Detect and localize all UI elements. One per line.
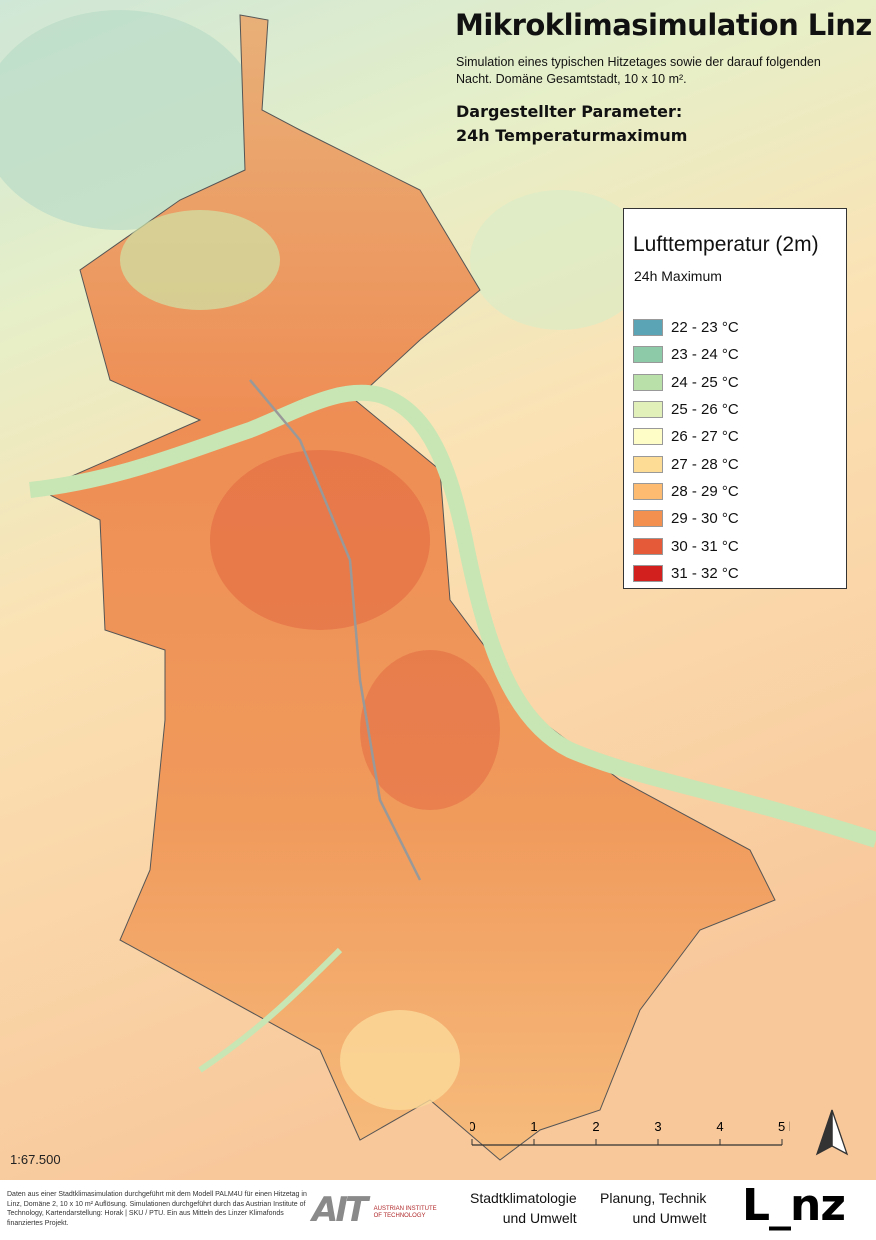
legend-item: 27 - 28 °C <box>633 450 739 477</box>
department-stadtklimatologie: Stadtklimatologie und Umwelt <box>470 1188 577 1228</box>
legend-swatch <box>633 373 663 391</box>
legend-label: 29 - 30 °C <box>671 510 739 528</box>
legend-swatch <box>633 510 663 528</box>
credits-text: Daten aus einer Stadtklimasimulation dur… <box>7 1191 307 1227</box>
legend-label: 23 - 24 °C <box>671 346 739 364</box>
scale-tick-label: 5 km <box>778 1119 790 1134</box>
green-south <box>340 1010 460 1110</box>
forest-area <box>470 190 650 330</box>
legend-label: 22 - 23 °C <box>671 319 739 337</box>
traun-river <box>198 947 343 1073</box>
industrial-area <box>360 650 500 810</box>
scale-tick-label: 4 <box>716 1119 723 1134</box>
legend-swatch <box>633 537 663 555</box>
legend-label: 31 - 32 °C <box>671 564 739 582</box>
legend-label: 26 - 27 °C <box>671 428 739 446</box>
legend-item: 22 - 23 °C <box>633 314 739 341</box>
legend-label: 24 - 25 °C <box>671 373 739 391</box>
legend-swatch <box>633 564 663 582</box>
legend-item: 28 - 29 °C <box>633 478 739 505</box>
ait-name-line2: OF TECHNOLOGY <box>373 1213 426 1219</box>
green-north <box>120 210 280 310</box>
scale-tick-label: 2 <box>592 1119 599 1134</box>
legend-swatch <box>633 401 663 419</box>
legend-label: 27 - 28 °C <box>671 455 739 473</box>
legend-item: 26 - 27 °C <box>633 423 739 450</box>
parameter-label: Dargestellter Parameter: <box>456 102 683 121</box>
legend-label: 28 - 29 °C <box>671 482 739 500</box>
legend-item: 31 - 32 °C <box>633 560 739 587</box>
scale-tick-label: 3 <box>654 1119 661 1134</box>
scale-tick-label: 0 <box>470 1119 476 1134</box>
dept1-line2: und Umwelt <box>502 1210 577 1226</box>
legend-item: 23 - 24 °C <box>633 341 739 368</box>
north-arrow-icon <box>815 1109 849 1156</box>
legend-title: Lufttemperatur (2m) <box>633 233 819 256</box>
dept2-line2: und Umwelt <box>632 1210 707 1226</box>
motorway <box>249 379 422 881</box>
dept2-line1: Planung, Technik <box>600 1190 707 1206</box>
danube-river <box>29 384 876 848</box>
legend: Lufttemperatur (2m) 24h Maximum 22 - 23 … <box>623 208 847 589</box>
legend-swatch <box>633 482 663 500</box>
legend-item: 24 - 25 °C <box>633 369 739 396</box>
legend-item: 29 - 30 °C <box>633 505 739 532</box>
linz-logo: L_nz <box>742 1180 846 1231</box>
map-title: Mikroklimasimulation Linz <box>455 8 872 42</box>
ait-logo-mark: AIT <box>312 1190 368 1230</box>
scale-tick-label: 1 <box>530 1119 537 1134</box>
temperature-map[interactable] <box>0 0 876 1180</box>
ait-name-line1: AUSTRIAN INSTITUTE <box>373 1206 437 1212</box>
dept1-line1: Stadtklimatologie <box>470 1190 577 1206</box>
parameter-value: 24h Temperaturmaximum <box>456 126 688 145</box>
legend-subtitle: 24h Maximum <box>634 268 722 284</box>
map-subtitle: Simulation eines typischen Hitzetages so… <box>456 55 821 86</box>
ait-logo: AIT AUSTRIAN INSTITUTE OF TECHNOLOGY <box>312 1190 437 1230</box>
footer: Daten aus einer Stadtklimasimulation dur… <box>0 1180 876 1240</box>
legend-label: 30 - 31 °C <box>671 537 739 555</box>
legend-label: 25 - 26 °C <box>671 401 739 419</box>
scale-ratio: 1:67.500 <box>10 1152 61 1167</box>
department-planung: Planung, Technik und Umwelt <box>600 1188 706 1228</box>
legend-items: 22 - 23 °C 23 - 24 °C 24 - 25 °C 25 - 26 °C… <box>633 314 739 587</box>
legend-swatch <box>633 346 663 364</box>
forest-area <box>0 10 260 230</box>
legend-swatch <box>633 428 663 446</box>
legend-item: 30 - 31 °C <box>633 532 739 559</box>
legend-swatch <box>633 319 663 337</box>
scale-bar: 0 1 2 3 4 5 km <box>470 1119 790 1146</box>
legend-item: 25 - 26 °C <box>633 396 739 423</box>
legend-swatch <box>633 455 663 473</box>
urban-core <box>210 450 430 630</box>
